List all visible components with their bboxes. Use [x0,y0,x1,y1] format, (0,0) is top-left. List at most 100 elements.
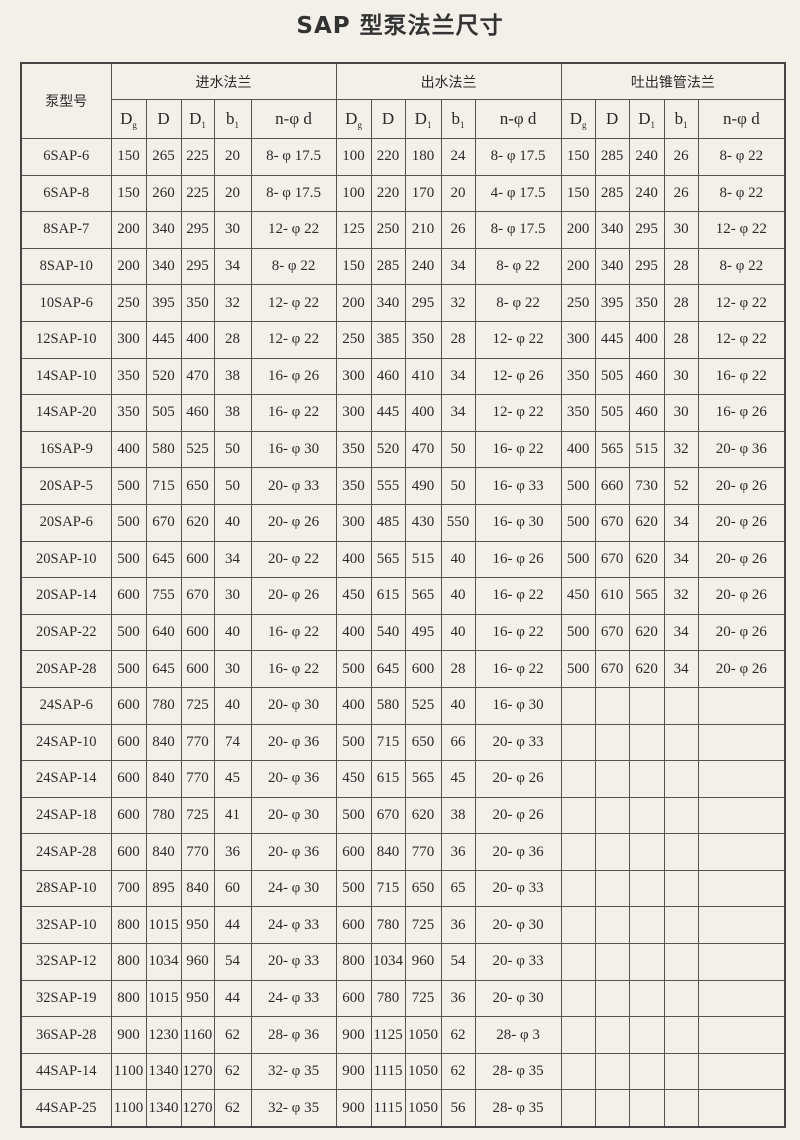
inlet-flange-cell: 20- φ 26 [250,503,337,542]
cone-flange-cell [697,1016,786,1054]
flange-dimension-table: 泵型号 进水法兰 出水法兰 吐出锥管法兰 Dg D D1 b1 n-φ d Dg D D1 b1… [20,62,787,1129]
outlet-flange-cell: 20- φ 30 [474,979,562,1018]
outlet-flange-cell: 24 [440,138,476,176]
inlet-flange-cell: 20 [213,138,252,176]
cone-flange-cell: 350 [628,284,665,322]
inlet-flange-cell: 900 [110,1016,147,1054]
inlet-flange-cell: 895 [145,869,182,908]
cone-flange-cell [560,943,596,981]
inlet-flange-cell: 200 [110,247,147,286]
inlet-flange-cell: 62 [213,1016,252,1054]
outlet-flange-cell: 150 [335,247,372,286]
outlet-flange-cell: 300 [335,357,372,396]
outlet-flange-cell: 800 [335,943,372,981]
inlet-flange-cell: 24- φ 33 [250,979,337,1018]
inlet-flange-cell: 44 [213,979,252,1018]
table-row: 14SAP-20 350 505 460 38 16- φ 22 300 445 400 34 12… [20,394,786,432]
inlet-flange-cell: 1270 [180,1089,215,1128]
outlet-flange-cell: 900 [335,1052,372,1091]
inlet-flange-cell: 520 [145,357,182,396]
column-header-symbol: n-φ d [499,109,537,128]
cone-flange-cell [560,1052,596,1091]
outlet-flange-cell: 500 [335,796,372,835]
outlet-flange-cell: 715 [370,723,406,762]
column-header: D1 [628,99,665,139]
outlet-flange-cell: 56 [440,1089,476,1128]
inlet-flange-cell: 670 [145,503,182,542]
outlet-flange-cell: 500 [335,723,372,762]
table-row: 20SAP-5 500 715 650 50 20- φ 33 350 555 490 50 16-… [20,467,786,505]
outlet-flange-cell: 125 [335,211,372,249]
cone-flange-cell [560,686,596,725]
outlet-flange-cell: 180 [404,138,442,176]
cone-flange-cell [697,723,786,762]
cone-flange-cell [594,760,630,798]
outlet-flange-cell: 960 [404,943,442,981]
table-row: 44SAP-25 1100 1340 1270 62 32- φ 35 900 1115 105… [20,1089,786,1128]
outlet-flange-cell: 620 [404,796,442,835]
outlet-flange-cell: 36 [440,906,476,945]
column-header: n-φ d [250,99,337,139]
table-row: 24SAP-10 600 840 770 74 20- φ 36 500 715 650 66 20… [20,723,786,762]
outlet-flange-cell: 32 [440,284,476,322]
cone-flange-cell: 34 [663,613,699,652]
outlet-flange-cell: 20- φ 33 [474,723,562,762]
outlet-flange-cell: 410 [404,357,442,396]
inlet-flange-cell: 600 [180,540,215,579]
column-header-symbol: D [381,109,395,128]
inlet-flange-cell: 600 [180,650,215,688]
inlet-flange-cell: 350 [180,284,215,322]
cone-flange-cell [628,1016,665,1054]
cone-flange-cell [697,686,786,725]
inlet-flange-cell: 20- φ 26 [250,577,337,615]
inlet-flange-cell: 20- φ 22 [250,540,337,579]
outlet-flange-cell: 28 [440,320,476,359]
inlet-flange-cell: 20- φ 33 [250,943,337,981]
cone-flange-cell [628,833,665,871]
outlet-flange-cell: 515 [404,540,442,579]
outlet-flange-cell: 500 [335,869,372,908]
column-header: D [145,99,182,139]
inlet-flange-cell: 640 [145,613,182,652]
inlet-flange-cell: 150 [110,138,147,176]
outlet-flange-cell: 340 [370,284,406,322]
pump-model-cell: 6SAP-8 [20,174,112,213]
outlet-flange-cell: 28 [440,650,476,688]
table-row: 20SAP-22 500 640 600 40 16- φ 22 400 540 495 40 16… [20,613,786,652]
outlet-flange-cell: 220 [370,174,406,213]
cone-flange-cell: 450 [560,577,596,615]
cone-flange-cell [560,833,596,871]
cone-flange-cell [594,979,630,1018]
cone-flange-cell [628,1052,665,1091]
outlet-flange-cell: 34 [440,247,476,286]
column-header: b1 [213,99,252,139]
inlet-flange-cell: 500 [110,467,147,505]
inlet-flange-cell: 500 [110,613,147,652]
inlet-flange-cell: 600 [110,577,147,615]
cone-flange-cell: 460 [628,394,665,432]
outlet-flange-cell: 400 [335,540,372,579]
inlet-flange-cell: 20- φ 36 [250,760,337,798]
column-header-symbol: D [345,108,358,128]
cone-flange-cell [697,796,786,835]
pump-model-cell: 20SAP-14 [20,577,112,615]
pump-model-cell: 44SAP-14 [20,1052,112,1091]
column-header-symbol: D [120,108,133,128]
outlet-flange-cell: 210 [404,211,442,249]
inlet-flange-cell: 600 [110,796,147,835]
outlet-flange-cell: 40 [440,686,476,725]
inlet-flange-cell: 1034 [145,943,182,981]
outlet-flange-cell: 350 [404,320,442,359]
inlet-flange-cell: 8- φ 22 [250,247,337,286]
column-header: Dg [560,99,596,139]
outlet-flange-cell: 565 [404,760,442,798]
cone-flange-cell [594,906,630,945]
cone-flange-cell [594,1016,630,1054]
inlet-flange-cell: 840 [145,723,182,762]
column-header: n-φ d [474,99,562,139]
table-row: 20SAP-10 500 645 600 34 20- φ 22 400 565 515 40 16… [20,540,786,579]
inlet-flange-cell: 1270 [180,1052,215,1091]
outlet-flange-cell: 54 [440,943,476,981]
column-header-symbol: D [157,109,170,128]
inlet-flange-cell: 50 [213,467,252,505]
